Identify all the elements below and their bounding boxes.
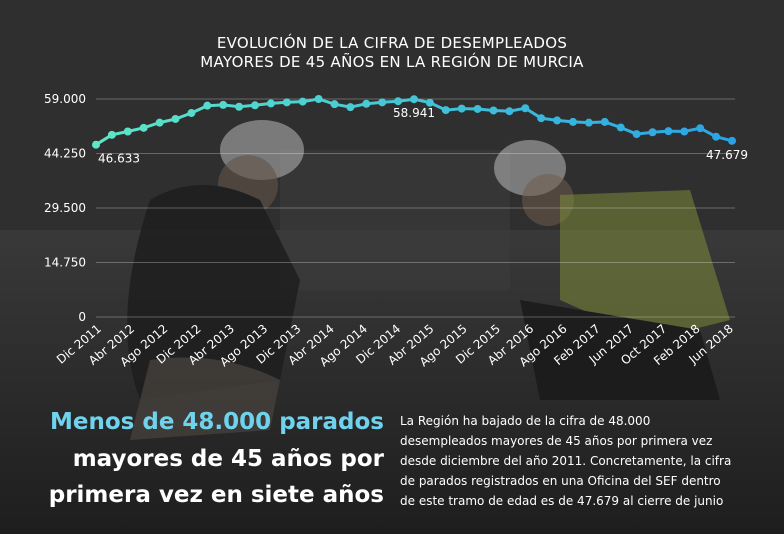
data-point bbox=[680, 127, 689, 136]
data-point bbox=[521, 104, 530, 113]
data-point bbox=[648, 128, 657, 137]
tunnel-opening bbox=[280, 150, 510, 290]
data-point bbox=[553, 116, 562, 125]
y-tick-label: 44.250 bbox=[44, 147, 86, 161]
data-point bbox=[584, 118, 593, 127]
data-point bbox=[632, 130, 641, 139]
data-point bbox=[266, 99, 275, 108]
body-line: desde diciembre del año 2011. Concretame… bbox=[400, 454, 732, 468]
data-point bbox=[537, 114, 546, 123]
data-point bbox=[441, 106, 450, 115]
chart-subtitle: MAYORES DE 45 AÑOS EN LA REGIÓN DE MURCI… bbox=[200, 53, 584, 71]
headline-line-1: Menos de 48.000 parados bbox=[50, 409, 384, 435]
data-point bbox=[616, 123, 625, 132]
data-point bbox=[282, 98, 291, 107]
data-point bbox=[394, 97, 403, 106]
data-point bbox=[410, 95, 418, 104]
data-point bbox=[600, 117, 609, 126]
data-point bbox=[139, 123, 148, 132]
data-point bbox=[92, 140, 100, 149]
data-point bbox=[203, 101, 212, 110]
data-point bbox=[457, 104, 466, 113]
body-line: de este tramo de edad es de 47.679 al ci… bbox=[400, 494, 724, 508]
data-point bbox=[712, 132, 721, 141]
data-point bbox=[314, 95, 323, 103]
data-point bbox=[505, 107, 514, 116]
data-point bbox=[107, 130, 116, 139]
y-tick-label: 14.750 bbox=[44, 256, 86, 270]
data-point bbox=[251, 101, 259, 110]
data-point bbox=[171, 114, 180, 123]
data-point bbox=[346, 103, 355, 112]
data-point bbox=[489, 106, 498, 115]
data-point bbox=[569, 117, 577, 126]
worker-left-silhouette bbox=[127, 120, 304, 440]
data-point bbox=[696, 124, 705, 133]
data-label: 46.633 bbox=[98, 152, 140, 166]
body-paragraph: La Región ha bajado de la cifra de 48.00… bbox=[400, 411, 770, 511]
data-point bbox=[298, 97, 307, 106]
data-point bbox=[219, 100, 228, 109]
y-tick-label: 29.500 bbox=[44, 201, 86, 215]
chart-title: EVOLUCIÓN DE LA CIFRA DE DESEMPLEADOS bbox=[216, 34, 568, 52]
headline-line-2: mayores de 45 años por bbox=[72, 446, 384, 472]
y-tick-label: 0 bbox=[78, 310, 86, 324]
data-point bbox=[425, 98, 434, 107]
data-point bbox=[330, 100, 339, 109]
data-label: 58.941 bbox=[393, 106, 435, 120]
data-point bbox=[378, 98, 387, 107]
worker-right-silhouette bbox=[494, 140, 730, 400]
y-tick-label: 59.000 bbox=[44, 92, 86, 106]
data-point bbox=[235, 102, 244, 111]
data-point bbox=[362, 99, 371, 108]
data-point bbox=[664, 127, 673, 136]
unemployment-line-chart: 59.000 44.250 29.500 14.750 0 46.633 58.941 47.… bbox=[44, 92, 748, 369]
data-point bbox=[187, 109, 196, 118]
body-line: de parados registrados en una Oficina de… bbox=[400, 474, 721, 488]
data-point bbox=[155, 118, 164, 127]
body-line: La Región ha bajado de la cifra de 48.00… bbox=[400, 414, 651, 428]
body-line: desempleados mayores de 45 años por prim… bbox=[400, 434, 713, 448]
data-label: 47.679 bbox=[706, 148, 748, 162]
headline-line-3: primera vez en siete años bbox=[48, 482, 384, 508]
data-point bbox=[123, 127, 132, 136]
data-point bbox=[473, 104, 482, 113]
data-point bbox=[728, 136, 736, 145]
